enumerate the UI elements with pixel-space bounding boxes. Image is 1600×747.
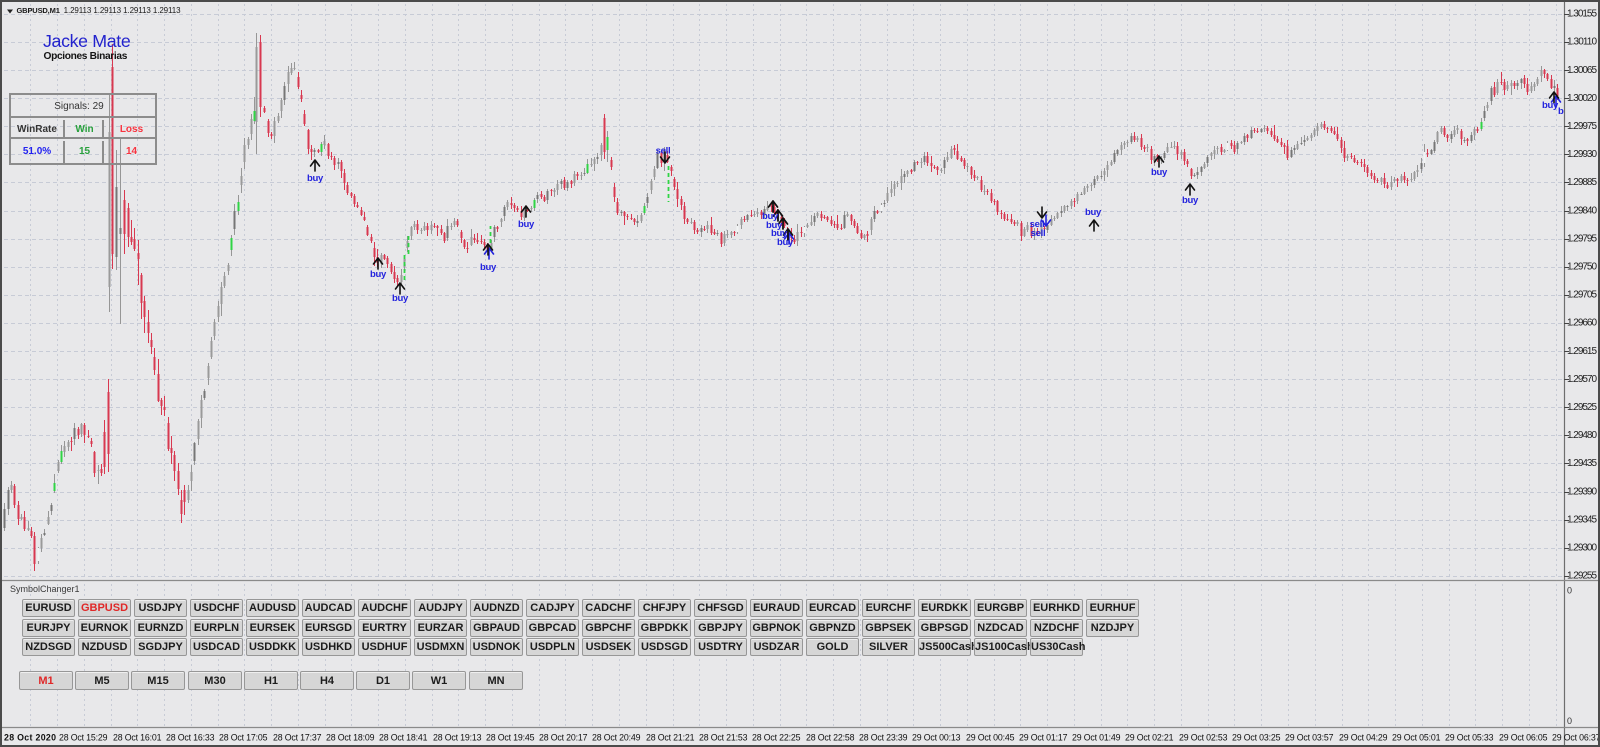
svg-text:28 Oct 17:37: 28 Oct 17:37 (273, 733, 322, 743)
svg-text:0: 0 (1567, 586, 1572, 596)
svg-text:1.29975: 1.29975 (1567, 121, 1597, 132)
svg-text:buy: buy (766, 220, 783, 231)
svg-text:1.29480: 1.29480 (1567, 430, 1597, 441)
svg-text:0: 0 (1567, 716, 1572, 726)
svg-text:28 Oct 2020: 28 Oct 2020 (4, 733, 56, 743)
svg-text:1.29345: 1.29345 (1567, 514, 1597, 525)
svg-text:b: b (1558, 106, 1564, 117)
svg-text:1.29615: 1.29615 (1567, 346, 1597, 357)
svg-text:buy: buy (370, 269, 387, 280)
svg-text:1.29390: 1.29390 (1567, 486, 1597, 497)
svg-text:29 Oct 06:37: 29 Oct 06:37 (1552, 733, 1598, 743)
svg-text:29 Oct 05:33: 29 Oct 05:33 (1445, 733, 1494, 743)
svg-text:1.29705: 1.29705 (1567, 290, 1597, 301)
svg-text:28 Oct 16:33: 28 Oct 16:33 (166, 733, 215, 743)
svg-text:1.30020: 1.30020 (1567, 93, 1597, 104)
svg-text:buy: buy (1182, 195, 1199, 206)
svg-text:sell: sell (1030, 219, 1045, 230)
svg-text:1.29255: 1.29255 (1567, 571, 1597, 582)
svg-text:28 Oct 18:41: 28 Oct 18:41 (379, 733, 428, 743)
svg-text:1.29300: 1.29300 (1567, 543, 1597, 554)
svg-text:28 Oct 18:09: 28 Oct 18:09 (326, 733, 375, 743)
svg-text:29 Oct 02:21: 29 Oct 02:21 (1125, 733, 1174, 743)
svg-text:buy: buy (518, 219, 535, 230)
svg-text:buy: buy (1151, 167, 1168, 178)
svg-text:29 Oct 03:25: 29 Oct 03:25 (1232, 733, 1281, 743)
svg-text:buy: buy (762, 211, 779, 222)
svg-text:29 Oct 06:05: 29 Oct 06:05 (1499, 733, 1548, 743)
svg-text:buy: buy (307, 173, 324, 184)
svg-text:28 Oct 15:29: 28 Oct 15:29 (59, 733, 108, 743)
svg-text:29 Oct 01:17: 29 Oct 01:17 (1019, 733, 1068, 743)
svg-text:1.29660: 1.29660 (1567, 318, 1597, 329)
svg-text:28 Oct 22:58: 28 Oct 22:58 (806, 733, 855, 743)
svg-text:28 Oct 23:39: 28 Oct 23:39 (859, 733, 908, 743)
svg-text:1.30155: 1.30155 (1567, 9, 1597, 20)
svg-text:29 Oct 02:53: 29 Oct 02:53 (1179, 733, 1228, 743)
svg-text:1.29840: 1.29840 (1567, 205, 1597, 216)
svg-text:1.29930: 1.29930 (1567, 149, 1597, 160)
svg-text:buy: buy (480, 262, 497, 273)
svg-text:buy: buy (392, 293, 409, 304)
svg-text:29 Oct 04:29: 29 Oct 04:29 (1339, 733, 1388, 743)
svg-text:29 Oct 01:49: 29 Oct 01:49 (1072, 733, 1121, 743)
svg-text:1.29885: 1.29885 (1567, 177, 1597, 188)
svg-text:28 Oct 20:17: 28 Oct 20:17 (539, 733, 588, 743)
svg-text:28 Oct 19:13: 28 Oct 19:13 (433, 733, 482, 743)
svg-text:29 Oct 00:13: 29 Oct 00:13 (912, 733, 961, 743)
svg-text:1.30065: 1.30065 (1567, 65, 1597, 76)
svg-text:1.30110: 1.30110 (1567, 37, 1597, 48)
svg-text:29 Oct 03:57: 29 Oct 03:57 (1285, 733, 1334, 743)
svg-text:buy: buy (1542, 100, 1559, 111)
svg-text:29 Oct 00:45: 29 Oct 00:45 (966, 733, 1015, 743)
svg-text:sell: sell (656, 146, 671, 157)
svg-text:sell: sell (1031, 228, 1046, 239)
svg-text:1.29750: 1.29750 (1567, 262, 1597, 273)
svg-text:buy: buy (771, 228, 788, 239)
svg-text:1.29795: 1.29795 (1567, 233, 1597, 244)
svg-text:28 Oct 16:01: 28 Oct 16:01 (113, 733, 162, 743)
svg-text:28 Oct 22:25: 28 Oct 22:25 (752, 733, 801, 743)
svg-text:28 Oct 21:21: 28 Oct 21:21 (646, 733, 695, 743)
svg-text:1.29525: 1.29525 (1567, 402, 1597, 413)
svg-text:buy: buy (777, 237, 794, 248)
svg-text:28 Oct 21:53: 28 Oct 21:53 (699, 733, 748, 743)
svg-text:buy: buy (1085, 207, 1102, 218)
svg-text:1.29570: 1.29570 (1567, 374, 1597, 385)
svg-text:28 Oct 20:49: 28 Oct 20:49 (592, 733, 641, 743)
svg-text:1.29435: 1.29435 (1567, 458, 1597, 469)
svg-text:28 Oct 19:45: 28 Oct 19:45 (486, 733, 535, 743)
svg-text:29 Oct 05:01: 29 Oct 05:01 (1392, 733, 1441, 743)
svg-text:28 Oct 17:05: 28 Oct 17:05 (219, 733, 268, 743)
